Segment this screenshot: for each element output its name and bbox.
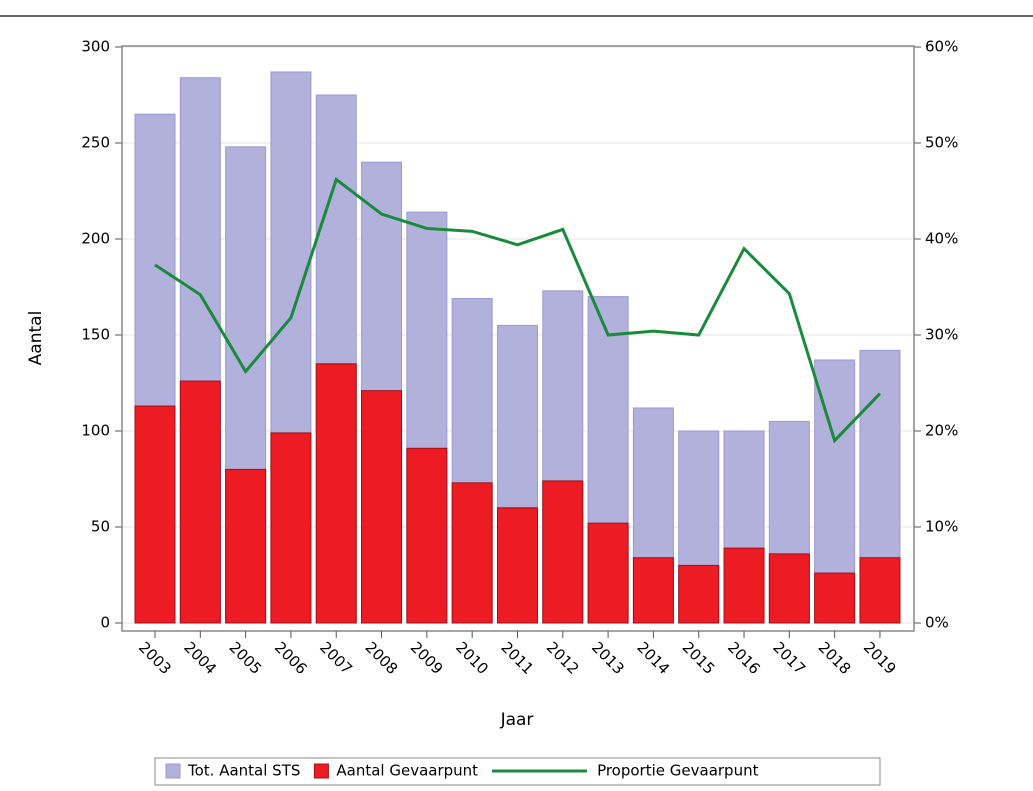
bar bbox=[134, 405, 176, 624]
bar bbox=[270, 432, 312, 624]
y-axis-title: Aantal bbox=[26, 311, 46, 366]
y2-tick-label: 60% bbox=[925, 38, 958, 56]
x-tick-label: 2017 bbox=[769, 638, 809, 678]
x-tick-label: 2014 bbox=[633, 638, 673, 678]
bar bbox=[678, 564, 720, 624]
y2-tick-label: 0% bbox=[925, 614, 949, 632]
y-tick-label: 200 bbox=[81, 230, 110, 248]
bar bbox=[632, 557, 674, 624]
bar bbox=[587, 522, 629, 624]
x-tick-label: 2013 bbox=[588, 638, 628, 678]
x-tick-label: 2018 bbox=[815, 638, 855, 678]
x-tick-label: 2019 bbox=[860, 638, 900, 678]
y-tick-label: 150 bbox=[81, 326, 110, 344]
y2-tick-label: 40% bbox=[925, 230, 958, 248]
legend-swatch bbox=[165, 763, 181, 779]
line bbox=[154, 177, 882, 444]
x-tick-label: 2007 bbox=[316, 638, 356, 678]
bar bbox=[451, 482, 493, 624]
bar bbox=[225, 468, 267, 624]
legend-label: Proportie Gevaarpunt bbox=[597, 762, 759, 780]
y-tick-label: 0 bbox=[100, 614, 110, 632]
y-tick-label: 250 bbox=[81, 134, 110, 152]
legend-label: Tot. Aantal STS bbox=[187, 762, 300, 780]
y2-tick-label: 30% bbox=[925, 326, 958, 344]
x-tick-label: 2009 bbox=[407, 638, 447, 678]
x-tick-label: 2015 bbox=[679, 638, 719, 678]
bar bbox=[179, 380, 221, 624]
y2-tick-label: 20% bbox=[925, 422, 958, 440]
x-tick-label: 2016 bbox=[724, 638, 764, 678]
y-tick-label: 100 bbox=[81, 422, 110, 440]
bar bbox=[361, 390, 403, 624]
legend-swatch bbox=[313, 763, 329, 779]
x-tick-label: 2004 bbox=[180, 638, 220, 678]
bar bbox=[723, 547, 765, 624]
y2-tick-label: 10% bbox=[925, 518, 958, 536]
bar bbox=[768, 553, 810, 624]
x-tick-label: 2008 bbox=[362, 638, 402, 678]
bar bbox=[406, 447, 448, 624]
bar bbox=[814, 572, 856, 624]
x-tick-label: 2011 bbox=[497, 638, 537, 678]
y2-tick-label: 50% bbox=[925, 134, 958, 152]
x-tick-label: 2005 bbox=[226, 638, 266, 678]
bar bbox=[542, 480, 584, 624]
bar bbox=[859, 557, 901, 624]
y-tick-label: 50 bbox=[91, 518, 110, 536]
bar bbox=[496, 507, 538, 624]
x-tick-label: 2012 bbox=[543, 638, 583, 678]
x-axis-title: Jaar bbox=[500, 710, 534, 730]
x-tick-label: 2003 bbox=[135, 638, 175, 678]
y-tick-label: 300 bbox=[81, 38, 110, 56]
plot-frame bbox=[121, 45, 915, 632]
legend-label: Aantal Gevaarpunt bbox=[336, 762, 478, 780]
x-tick-label: 2010 bbox=[452, 638, 492, 678]
bar bbox=[315, 363, 357, 624]
x-tick-label: 2006 bbox=[271, 638, 311, 678]
